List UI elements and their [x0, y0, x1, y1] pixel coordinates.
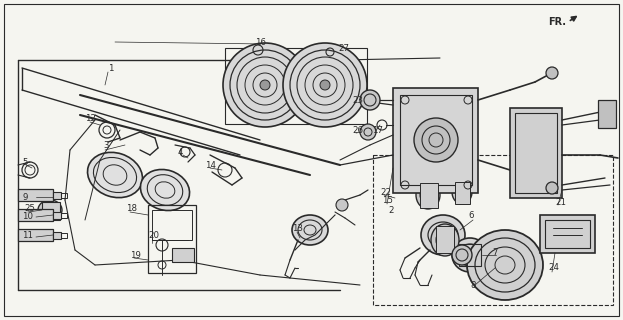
Bar: [18, 229, 53, 241]
Ellipse shape: [38, 200, 62, 220]
Circle shape: [452, 245, 472, 265]
Text: 23: 23: [352, 95, 363, 105]
Bar: [61, 233, 67, 238]
Text: 14: 14: [205, 161, 216, 170]
Text: 25: 25: [24, 204, 35, 212]
Ellipse shape: [421, 215, 465, 255]
Bar: [225, 48, 367, 124]
Text: 12: 12: [85, 114, 96, 123]
Ellipse shape: [431, 224, 459, 256]
Text: 6: 6: [468, 211, 473, 220]
Bar: [61, 213, 67, 218]
Text: 11: 11: [22, 230, 33, 239]
Bar: [459, 244, 481, 266]
Circle shape: [546, 67, 558, 79]
Ellipse shape: [87, 152, 143, 198]
Text: 4: 4: [178, 148, 184, 156]
Bar: [172, 248, 194, 262]
Bar: [393, 88, 478, 193]
Ellipse shape: [452, 180, 472, 204]
Bar: [18, 209, 53, 221]
Ellipse shape: [452, 238, 488, 272]
Bar: [515, 113, 557, 193]
Circle shape: [546, 182, 558, 194]
Text: 20: 20: [148, 230, 159, 239]
Circle shape: [260, 80, 270, 90]
Text: 19: 19: [130, 251, 141, 260]
Ellipse shape: [416, 181, 440, 209]
Bar: [373, 155, 613, 305]
Bar: [598, 100, 616, 128]
Text: 9: 9: [22, 193, 27, 202]
Text: 5: 5: [22, 157, 27, 166]
Ellipse shape: [140, 170, 189, 211]
Bar: [420, 183, 438, 208]
Text: 24: 24: [548, 263, 559, 273]
Text: 16: 16: [255, 37, 266, 46]
Circle shape: [223, 43, 307, 127]
Text: 10: 10: [22, 212, 33, 220]
Circle shape: [283, 43, 367, 127]
Text: 1: 1: [108, 63, 113, 73]
Text: 7: 7: [492, 247, 498, 257]
Bar: [545, 220, 590, 248]
Bar: [18, 189, 53, 201]
Bar: [61, 193, 67, 198]
Bar: [42, 202, 60, 220]
Text: 15: 15: [382, 196, 393, 204]
Ellipse shape: [467, 230, 543, 300]
Bar: [455, 182, 470, 204]
Bar: [540, 215, 595, 253]
Bar: [510, 108, 562, 198]
Bar: [400, 95, 472, 185]
Text: 17: 17: [372, 125, 383, 134]
Text: 18: 18: [126, 204, 137, 212]
Circle shape: [360, 90, 380, 110]
Bar: [53, 192, 61, 199]
Text: 21: 21: [555, 197, 566, 206]
Text: 22: 22: [380, 188, 391, 196]
Bar: [436, 226, 454, 253]
Text: 3: 3: [103, 140, 108, 149]
Circle shape: [320, 80, 330, 90]
Ellipse shape: [292, 215, 328, 245]
Circle shape: [336, 199, 348, 211]
Text: 8: 8: [470, 281, 475, 290]
Text: 26: 26: [352, 125, 363, 134]
Bar: [53, 212, 61, 219]
Text: 13: 13: [292, 223, 303, 233]
Circle shape: [414, 118, 458, 162]
Bar: [148, 205, 196, 273]
Text: 2: 2: [388, 205, 394, 214]
Text: 27: 27: [338, 44, 349, 52]
Text: FR.: FR.: [548, 17, 566, 27]
Circle shape: [360, 124, 376, 140]
Bar: [152, 210, 192, 240]
Bar: [53, 232, 61, 239]
